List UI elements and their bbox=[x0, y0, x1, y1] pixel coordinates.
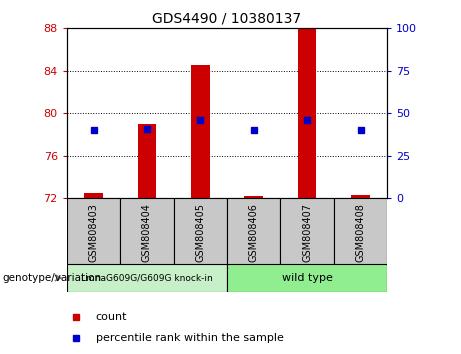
Text: genotype/variation: genotype/variation bbox=[2, 273, 101, 283]
Bar bbox=[334, 198, 387, 264]
Text: GSM808403: GSM808403 bbox=[89, 204, 99, 262]
Text: GSM808408: GSM808408 bbox=[355, 204, 366, 262]
Bar bbox=[67, 264, 227, 292]
Bar bbox=[67, 198, 120, 264]
Text: LmnaG609G/G609G knock-in: LmnaG609G/G609G knock-in bbox=[81, 273, 213, 282]
Bar bbox=[280, 198, 334, 264]
Bar bbox=[174, 198, 227, 264]
Bar bbox=[137, 124, 156, 198]
Bar bbox=[191, 65, 210, 198]
Bar bbox=[227, 264, 387, 292]
Text: wild type: wild type bbox=[282, 273, 332, 283]
Text: GSM808405: GSM808405 bbox=[195, 204, 205, 262]
Bar bbox=[244, 196, 263, 198]
Text: GSM808407: GSM808407 bbox=[302, 204, 312, 262]
Bar bbox=[84, 193, 103, 198]
Bar bbox=[298, 28, 317, 198]
Text: GSM808406: GSM808406 bbox=[249, 204, 259, 262]
Title: GDS4490 / 10380137: GDS4490 / 10380137 bbox=[153, 12, 301, 26]
Text: GSM808404: GSM808404 bbox=[142, 204, 152, 262]
Text: count: count bbox=[96, 312, 127, 322]
Bar bbox=[120, 198, 174, 264]
Bar bbox=[351, 195, 370, 198]
Text: percentile rank within the sample: percentile rank within the sample bbox=[96, 332, 284, 343]
Bar bbox=[227, 198, 280, 264]
